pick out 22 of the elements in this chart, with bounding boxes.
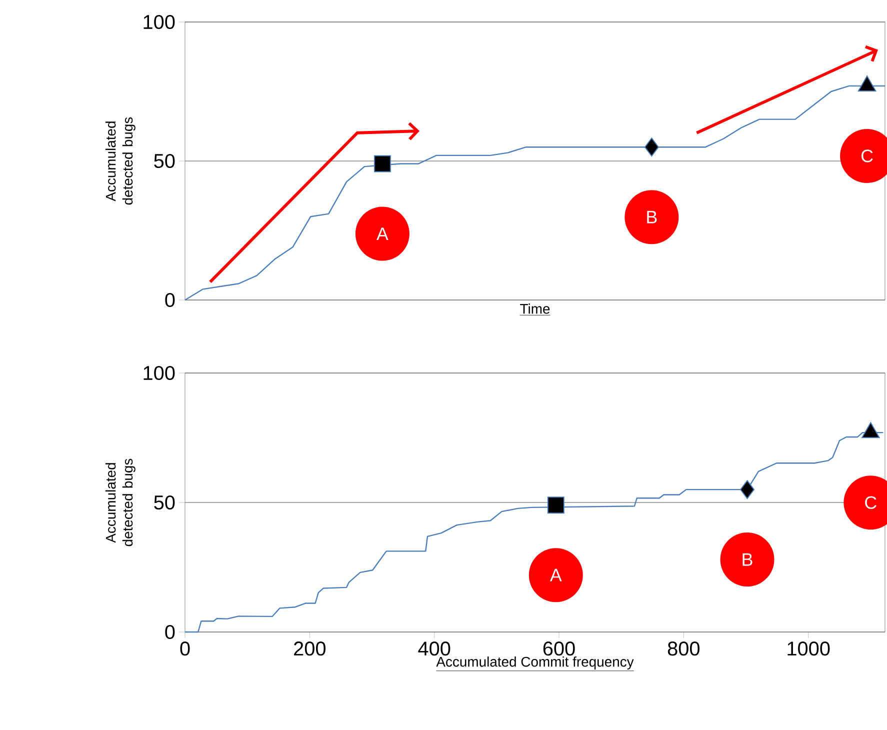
y-tick-label: 50 bbox=[154, 154, 175, 168]
y-tick-label: 50 bbox=[154, 495, 175, 510]
annotation: A bbox=[550, 568, 562, 582]
y-tick-label: 100 bbox=[144, 366, 175, 380]
annotation: B bbox=[742, 553, 752, 566]
y-tick-label: 0 bbox=[165, 292, 175, 308]
y-tick-label: 100 bbox=[144, 14, 175, 30]
annotation: C bbox=[865, 496, 876, 509]
x-axis-title: Time bbox=[520, 304, 550, 314]
y-axis-title: Accumulated detected bugs bbox=[105, 117, 136, 205]
x-tick-label: 0 bbox=[180, 642, 190, 656]
y-axis-title: Accumulated detected bugs bbox=[105, 458, 136, 546]
annotation: B bbox=[647, 210, 657, 224]
x-tick-label: 400 bbox=[418, 642, 450, 656]
x-tick-label: 800 bbox=[668, 642, 700, 656]
annotation: A bbox=[376, 228, 388, 240]
annotation: C bbox=[861, 150, 873, 162]
x-tick-label: 600 bbox=[543, 642, 575, 656]
x-tick-label: 200 bbox=[294, 642, 326, 656]
y-tick-label: 0 bbox=[165, 624, 175, 640]
x-axis-title: Accumulated Commit frequency bbox=[436, 656, 634, 670]
x-tick-label: 1000 bbox=[788, 642, 830, 656]
